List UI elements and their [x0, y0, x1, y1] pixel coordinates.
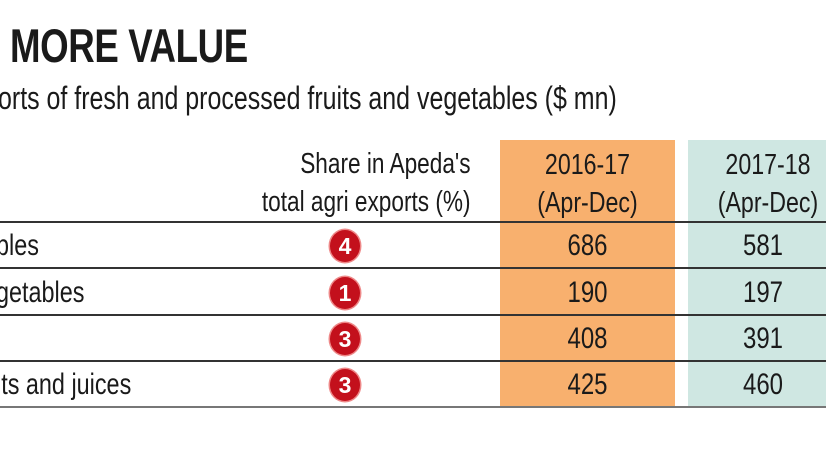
share-badge: 3	[330, 369, 360, 401]
value-2017-18-text: 581	[742, 229, 784, 262]
header-2017-18-line1: 2017-18	[725, 149, 811, 181]
header-2016-17: 2016-17 (Apr-Dec)	[500, 146, 675, 222]
share-badge: 4	[330, 230, 360, 262]
value-2017-18-text: 197	[742, 276, 784, 309]
header-2016-17-line2: (Apr-Dec)	[537, 187, 638, 219]
value-2017-18: 391	[688, 322, 826, 356]
value-2016-17: 686	[500, 229, 675, 263]
row-rule	[0, 406, 826, 408]
value-2017-18-text: 460	[742, 368, 784, 401]
chart-subtitle: orts of fresh and processed fruits and v…	[0, 80, 617, 116]
share-header-line1: Share in Apeda's	[300, 148, 471, 180]
share-badge: 3	[330, 323, 360, 355]
value-2017-18: 197	[688, 276, 826, 310]
column-2016-17-background	[500, 140, 675, 408]
value-2016-17-text: 425	[567, 368, 608, 401]
column-2017-18-background	[688, 140, 826, 408]
row-rule	[0, 267, 826, 269]
value-2016-17-text: 408	[567, 322, 608, 355]
row-label: getables	[0, 276, 85, 309]
row-rule	[0, 314, 826, 316]
value-2016-17-text: 686	[567, 229, 608, 262]
header-2017-18: 2017-18 (Apr-Dec)	[688, 146, 826, 222]
header-2016-17-line1: 2016-17	[544, 149, 631, 181]
value-2017-18-text: 391	[742, 322, 784, 355]
row-label: bles	[0, 229, 39, 262]
value-2017-18: 460	[688, 368, 826, 402]
value-2016-17: 425	[500, 368, 675, 402]
value-2016-17: 408	[500, 322, 675, 356]
share-header: Share in Apeda's total agri exports (%)	[262, 145, 471, 221]
row-rule	[0, 360, 826, 362]
chart-title: MORE VALUE	[10, 19, 248, 72]
value-2016-17: 190	[500, 276, 675, 310]
share-badge: 1	[330, 277, 360, 309]
value-2016-17-text: 190	[567, 276, 608, 309]
header-2017-18-line2: (Apr-Dec)	[717, 187, 819, 219]
value-2017-18: 581	[688, 229, 826, 263]
share-header-line2: total agri exports (%)	[262, 186, 471, 218]
row-label: its and juices	[0, 368, 132, 401]
header-rule	[0, 221, 826, 223]
